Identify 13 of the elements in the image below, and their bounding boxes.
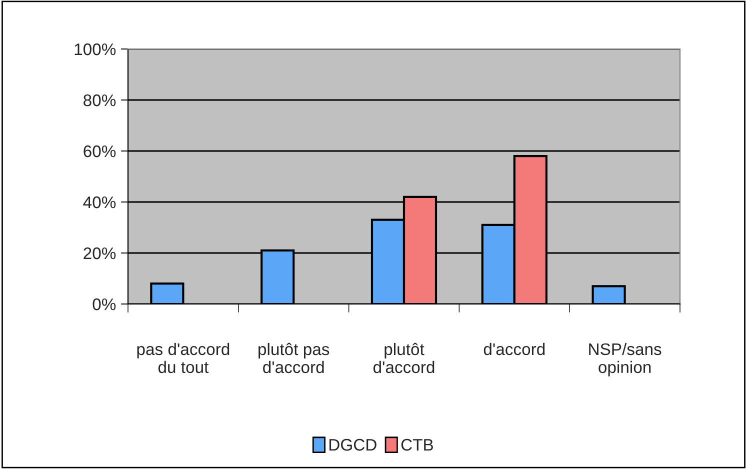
x-tick-label: plutôt d'accord [373, 342, 434, 374]
y-tick-label: 0% [92, 298, 116, 310]
x-tick-label: pas d'accord du tout [137, 342, 230, 374]
x-tick-label: NSP/sans opinion [589, 342, 662, 376]
legend-label: DGCD [329, 438, 376, 451]
x-tick-label: d'accord [484, 342, 545, 356]
y-tick-label: 60% [84, 145, 116, 158]
legend-label: CTB [401, 438, 433, 451]
y-tick-label: 80% [84, 94, 116, 106]
y-tick-label: 20% [84, 247, 116, 260]
x-tick-label: plutôt pas d'accord [258, 342, 330, 374]
y-tick-label: 40% [83, 196, 116, 208]
y-tick-label: 100% [74, 43, 116, 56]
